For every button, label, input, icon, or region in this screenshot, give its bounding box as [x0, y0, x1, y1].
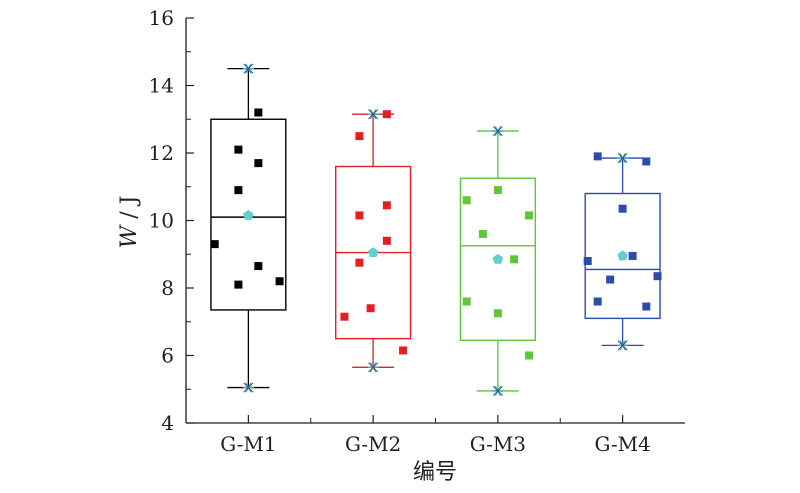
mean-marker — [243, 209, 254, 220]
data-point — [478, 230, 487, 238]
x-axis-title: 编号 — [413, 460, 457, 485]
data-point — [254, 159, 263, 168]
data-point — [340, 312, 349, 321]
x-tick-label: G-M2 — [345, 432, 401, 456]
min-marker — [242, 382, 254, 393]
max-marker — [242, 63, 254, 74]
data-point — [234, 186, 243, 195]
cross-stroke — [368, 362, 379, 373]
cross-stroke — [368, 109, 379, 120]
data-point — [399, 346, 408, 355]
data-point — [254, 108, 263, 117]
data-point — [234, 145, 243, 154]
data-point — [493, 186, 502, 195]
data-point — [355, 258, 364, 267]
data-point — [210, 240, 219, 249]
y-tick-label: 12 — [149, 141, 174, 165]
data-point — [355, 132, 364, 141]
cross-stroke — [617, 340, 628, 351]
max-marker — [367, 109, 379, 120]
box-series-g-m1 — [210, 63, 287, 393]
data-point — [618, 204, 627, 213]
box-series-g-m2 — [335, 109, 412, 373]
data-point — [234, 280, 243, 289]
data-point — [642, 157, 651, 166]
data-point — [583, 257, 592, 265]
box-series-group — [210, 63, 662, 397]
min-marker — [617, 340, 629, 351]
y-tick-label: 10 — [149, 209, 174, 233]
x-tick-label: G-M1 — [220, 432, 276, 456]
data-point — [462, 196, 471, 205]
max-marker — [492, 125, 504, 137]
data-point — [642, 302, 651, 311]
data-point — [593, 152, 602, 161]
data-point — [254, 262, 263, 271]
data-point — [606, 275, 615, 284]
y-tick-label: 4 — [161, 411, 174, 435]
data-point — [462, 297, 471, 306]
data-point — [525, 351, 534, 360]
cross-stroke — [243, 382, 254, 393]
data-point — [628, 251, 637, 260]
y-tick-label: 16 — [149, 6, 174, 30]
box-iqr — [210, 118, 287, 311]
data-point — [510, 255, 519, 264]
data-point — [493, 309, 502, 318]
chart-axes — [185, 17, 685, 424]
box-series-g-m3 — [459, 125, 537, 397]
data-point — [653, 272, 662, 281]
cross-stroke — [492, 126, 503, 137]
box-iqr — [459, 177, 537, 342]
mean-marker — [617, 250, 628, 261]
data-point — [593, 297, 602, 306]
x-tick-label: G-M3 — [470, 432, 526, 456]
min-marker — [492, 385, 504, 397]
data-point — [366, 304, 375, 313]
tick-labels: 4 6 8 10 12 14 16 G-M1 G-M2 G-M3 G-M4 — [149, 6, 651, 456]
y-tick-label: 6 — [161, 344, 174, 368]
y-tick-label: 8 — [161, 276, 174, 300]
max-marker — [617, 152, 629, 164]
data-point — [525, 211, 534, 220]
data-point — [275, 277, 284, 286]
data-point — [382, 110, 391, 119]
box-iqr — [584, 192, 661, 320]
x-tick-label: G-M4 — [594, 432, 650, 456]
min-marker — [367, 362, 379, 373]
data-point — [382, 236, 391, 245]
cross-stroke — [617, 153, 628, 164]
y-axis-title: W / J — [117, 196, 142, 249]
cross-stroke — [243, 63, 254, 74]
data-point — [382, 201, 391, 210]
y-tick-label: 14 — [149, 74, 174, 98]
data-point — [355, 211, 364, 220]
mean-marker — [492, 253, 504, 264]
cross-stroke — [492, 385, 503, 396]
mean-marker — [367, 247, 379, 257]
box-series-g-m4 — [583, 152, 662, 351]
